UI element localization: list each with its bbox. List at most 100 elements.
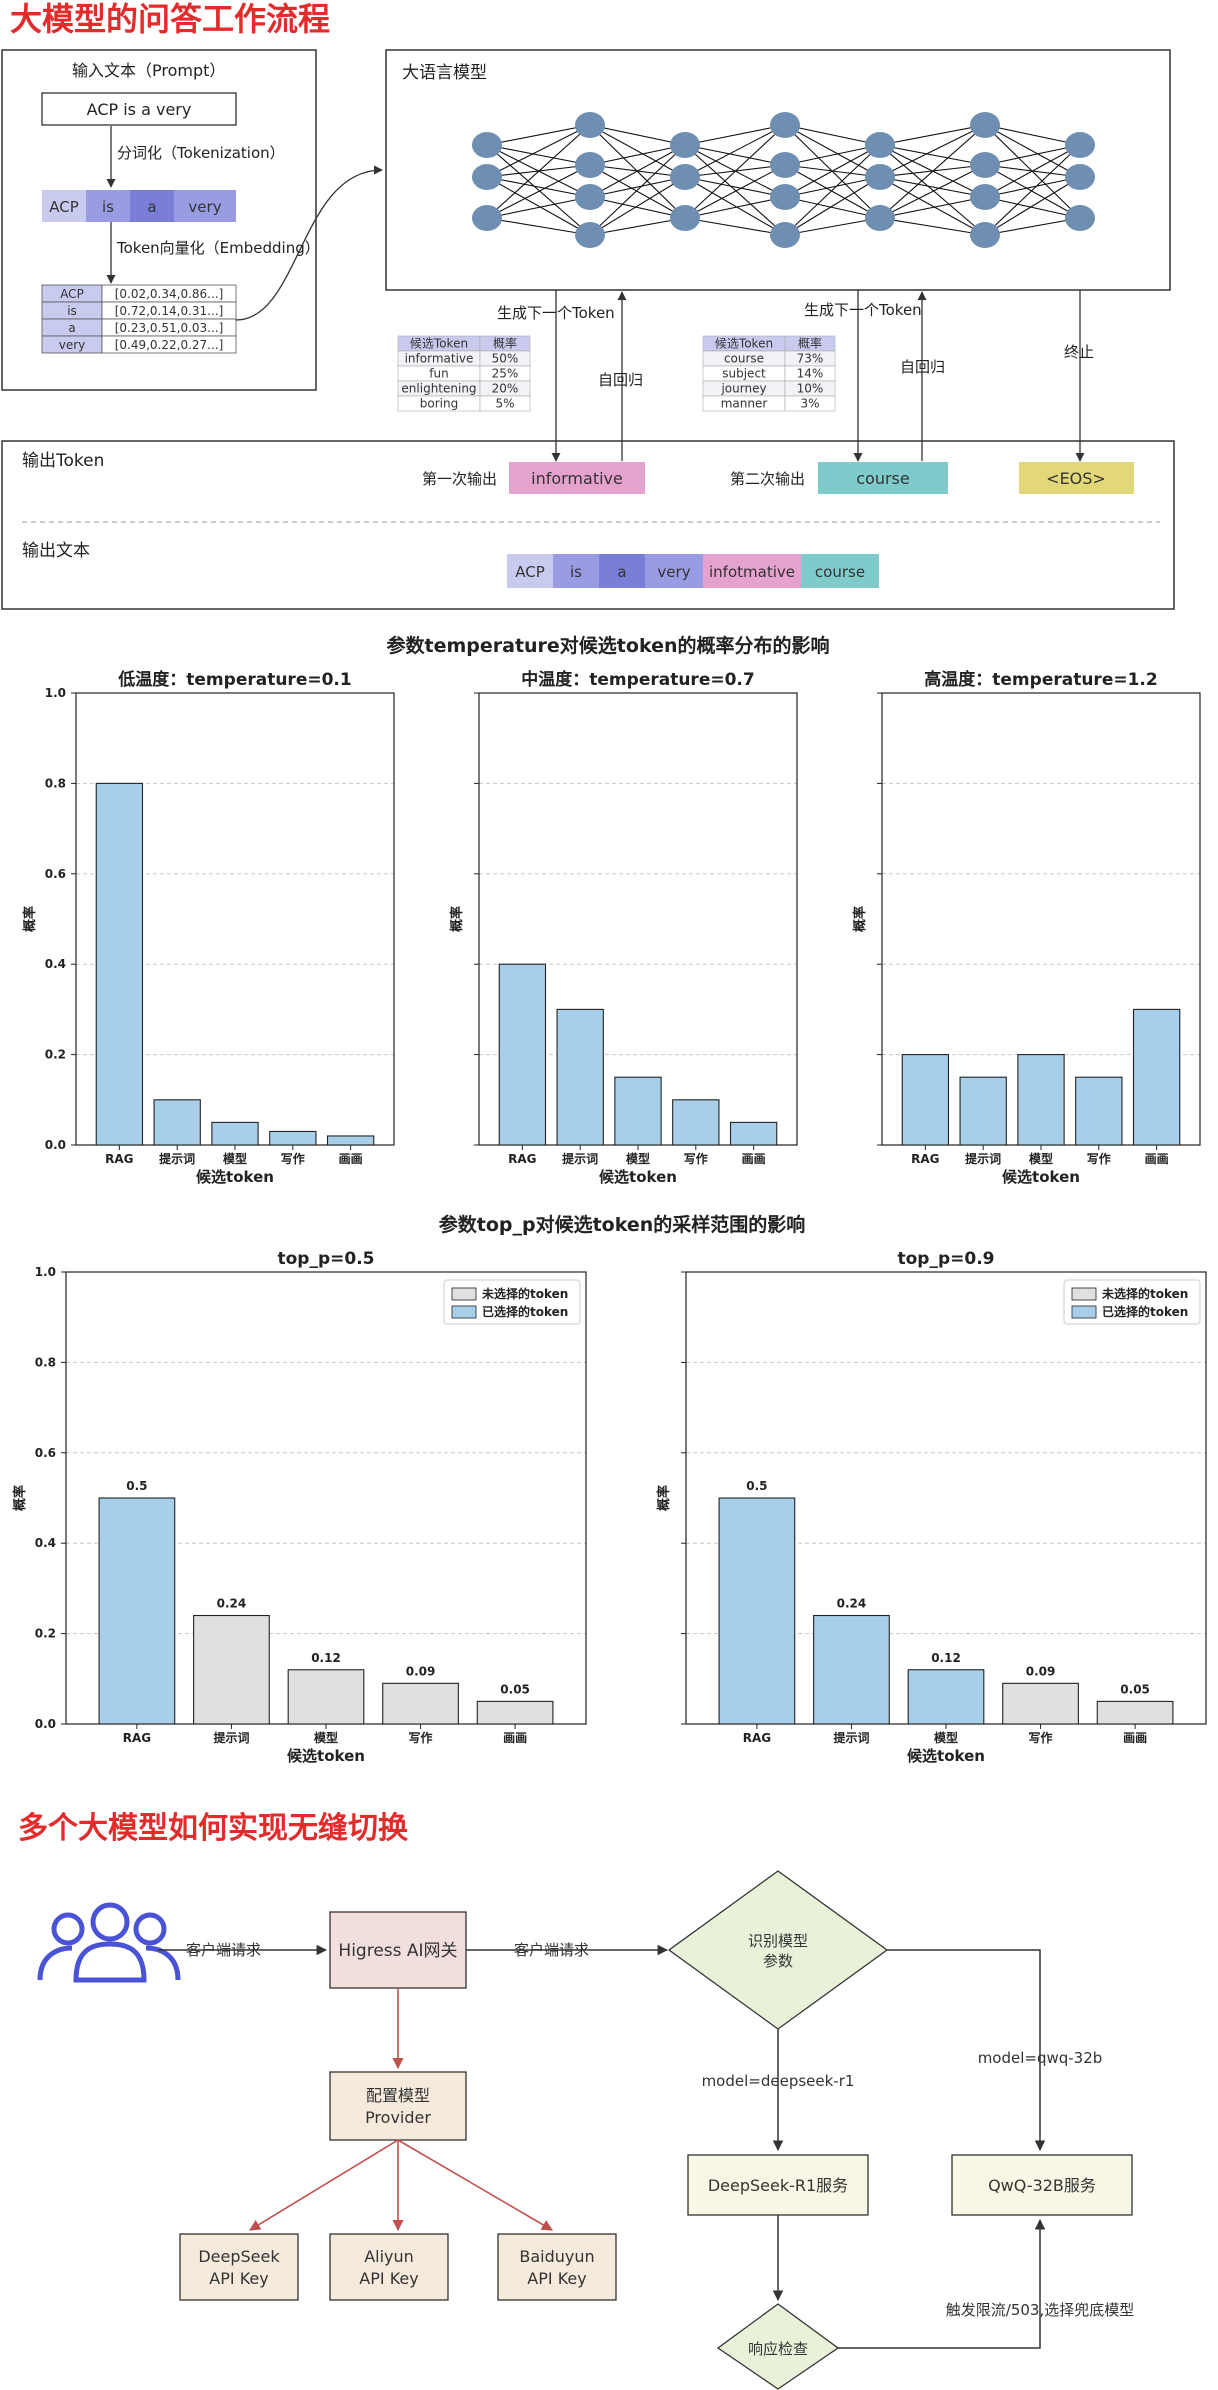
x-tick-label: RAG <box>123 1731 151 1745</box>
second-output-token: course <box>856 469 909 488</box>
nn-edge <box>879 124 986 219</box>
api-key-box <box>179 2233 299 2301</box>
output-text-token: is <box>570 563 582 581</box>
bar <box>1096 1700 1174 1725</box>
chart-title: 低温度：temperature=0.1 <box>117 669 351 690</box>
data-label: 0.12 <box>931 1651 961 1665</box>
nn-node <box>472 164 502 190</box>
bar <box>614 1076 662 1146</box>
data-label: 0.24 <box>837 1597 867 1611</box>
fallback-arrow <box>838 2218 1046 2349</box>
autoregressive-label-1: 自回归 <box>598 371 643 389</box>
embed-vector: [0.49,0.22,0.27...] <box>115 338 224 352</box>
nn-node <box>575 152 605 178</box>
legend-unselected: 未选择的token <box>1101 1286 1188 1301</box>
bar <box>729 1121 778 1146</box>
y-tick-label: 0.2 <box>35 1627 56 1641</box>
token-label: is <box>102 198 114 216</box>
nn-edge <box>684 176 786 198</box>
autoregressive-label-2: 自回归 <box>900 358 945 376</box>
legend-selected: 已选择的token <box>482 1304 568 1319</box>
bar <box>813 1614 890 1725</box>
nn-edge <box>984 144 1081 236</box>
cand-prob: 概率 <box>798 336 822 351</box>
temperature-chart-1: 0.0 0.2 0.4 0.6 0.8 1.0 RAG 提示词 模型 写作 画画 低温度：temper… <box>22 669 395 1186</box>
chart-title: 中温度：temperature=0.7 <box>521 669 754 690</box>
output-text-token: course <box>815 563 865 581</box>
temperature-chart-2: RAG 提示词 模型 写作 画画 中温度：temperature=0.7 候选token 概率 <box>449 669 798 1186</box>
nn-edge <box>784 124 881 178</box>
bar <box>1017 1054 1065 1146</box>
nn-edge <box>879 124 986 146</box>
cand-token: boring <box>420 397 458 411</box>
data-label: 0.09 <box>1026 1664 1056 1678</box>
cand-prob: 73% <box>797 352 824 366</box>
output-text-token-box <box>553 554 599 588</box>
y-axis-label: 概率 <box>12 1485 28 1511</box>
fallback-label: 触发限流/503,选择兜底模型 <box>946 2301 1134 2319</box>
nn-edge <box>879 164 986 219</box>
cand-token: 候选Token <box>715 337 773 351</box>
x-tick-label: 画画 <box>1145 1152 1169 1166</box>
nn-edge <box>486 124 591 146</box>
nn-edge <box>784 176 881 236</box>
prompt-box <box>41 92 237 126</box>
top-p-chart-2: RAG 0.5 提示词 0.24 模型 0.12 写作 0.09 画画 0.05 top_p=0.9… <box>656 1249 1207 1765</box>
nn-edge <box>784 164 881 219</box>
identify-to-qwq-arrow <box>887 1949 1046 2152</box>
embed-token: is <box>67 304 77 318</box>
nn-edge <box>879 144 986 166</box>
nn-edge <box>784 196 881 219</box>
cand-token: enlightening <box>401 382 476 396</box>
chart-title: top_p=0.9 <box>897 1249 994 1269</box>
cand-prob: 20% <box>492 382 519 396</box>
users-icon <box>37 1902 181 1983</box>
nn-node <box>472 205 502 231</box>
embed-vector-cell <box>101 335 237 354</box>
nn-edge <box>589 144 686 198</box>
nn-edge <box>589 144 686 236</box>
bar <box>193 1614 270 1725</box>
cand-token: 候选Token <box>410 337 468 351</box>
x-axis-label: 候选token <box>287 1747 365 1765</box>
qwq-service-box <box>951 2154 1133 2216</box>
x-axis-label: 候选token <box>196 1168 274 1186</box>
top-p-title: 参数top_p对候选token的采样范围的影响 <box>439 1213 806 1236</box>
nn-edge <box>879 196 986 219</box>
y-tick-label: 0.6 <box>35 1446 56 1460</box>
eos-token: <EOS> <box>1046 469 1106 488</box>
response-check: 响应检查 <box>748 2340 808 2358</box>
temperature-title: 参数temperature对候选token的概率分布的影响 <box>387 634 830 657</box>
gen-next-label-2: 生成下一个Token <box>804 301 922 319</box>
bar <box>907 1669 985 1725</box>
nn-edge <box>879 217 986 236</box>
token-label: a <box>147 198 156 216</box>
nn-edge <box>589 176 686 198</box>
y-tick-label: 0.4 <box>35 1536 56 1550</box>
top-p-chart-1: 0.0 0.2 0.4 0.6 0.8 1.0 RAG 0.5 提示词 0.24 模型 0.12 写作 0… <box>12 1249 587 1765</box>
cand-cell <box>479 395 531 412</box>
nn-node <box>865 205 895 231</box>
candidate-table-1: 候选Token 概率 informative 50% fun 25% enlightenin… <box>397 336 531 412</box>
legend-swatch-unselected <box>451 1287 477 1301</box>
y-axis-label: 概率 <box>656 1485 672 1511</box>
nn-edge <box>684 144 786 166</box>
y-tick-label: 0.8 <box>35 1355 56 1369</box>
nn-edge <box>589 164 686 219</box>
output-text-token-box <box>599 554 645 588</box>
nn-edge <box>684 124 786 178</box>
nn-edge <box>784 144 881 166</box>
nn-edge <box>589 144 686 166</box>
nn-edge <box>486 124 591 178</box>
legend-unselected: 未选择的token <box>481 1286 568 1301</box>
embed-token: very <box>59 338 86 352</box>
bar <box>95 782 144 1146</box>
data-label: 0.05 <box>500 1682 530 1696</box>
chart-title: 高温度：temperature=1.2 <box>924 669 1157 690</box>
api-key-label: DeepSeek API Key <box>198 2247 280 2288</box>
cand-token: subject <box>722 367 766 381</box>
section4-title: 多个大模型如何实现无缝切换 <box>18 1811 409 1846</box>
nn-node <box>1065 164 1095 190</box>
nn-edge <box>984 144 1081 166</box>
nn-edge <box>984 124 1081 146</box>
